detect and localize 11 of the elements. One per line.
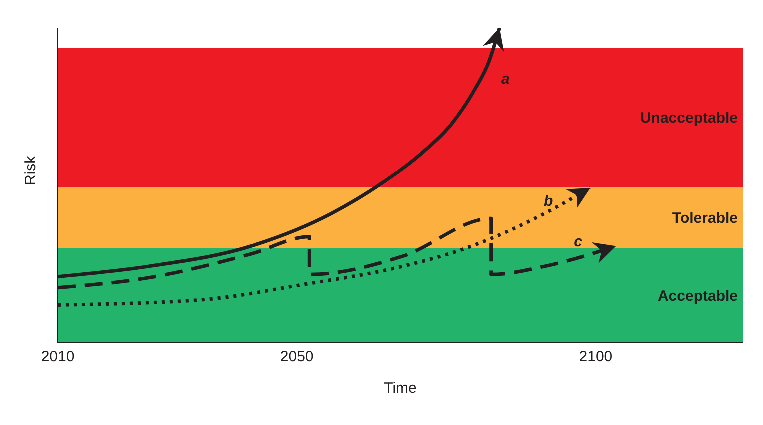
x-tick-label: 2010 (41, 348, 75, 366)
x-tick-label: 2050 (280, 348, 314, 366)
series-label: b (544, 193, 554, 210)
band-label: Unacceptable (640, 110, 738, 128)
y-axis-title: Risk (22, 156, 40, 186)
series-label: a (502, 71, 510, 88)
x-tick-label: 2100 (579, 348, 613, 366)
series-label: c (574, 233, 584, 250)
band-label: Tolerable (672, 210, 738, 228)
band-label: Acceptable (658, 288, 738, 306)
x-axis-title: Time (384, 380, 417, 397)
